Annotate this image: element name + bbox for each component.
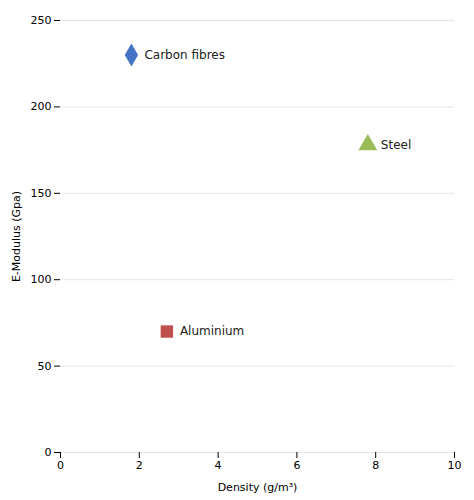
svg-text:E-Modulus (Gpa): E-Modulus (Gpa)	[10, 191, 23, 282]
svg-text:2: 2	[136, 459, 143, 472]
svg-text:200: 200	[31, 100, 52, 113]
svg-text:4: 4	[215, 459, 222, 472]
svg-text:150: 150	[31, 187, 52, 200]
svg-text:0: 0	[57, 459, 64, 472]
svg-text:250: 250	[31, 14, 52, 27]
svg-text:0: 0	[45, 446, 52, 459]
svg-text:10: 10	[448, 459, 462, 472]
svg-text:50: 50	[38, 360, 52, 373]
svg-text:100: 100	[31, 273, 52, 286]
svg-text:Carbon fibres: Carbon fibres	[144, 48, 225, 62]
svg-text:Density (g/m³): Density (g/m³)	[218, 481, 298, 494]
svg-text:8: 8	[372, 459, 379, 472]
svg-text:Aluminium: Aluminium	[180, 324, 244, 338]
svg-text:6: 6	[293, 459, 300, 472]
svg-text:Steel: Steel	[381, 138, 411, 152]
